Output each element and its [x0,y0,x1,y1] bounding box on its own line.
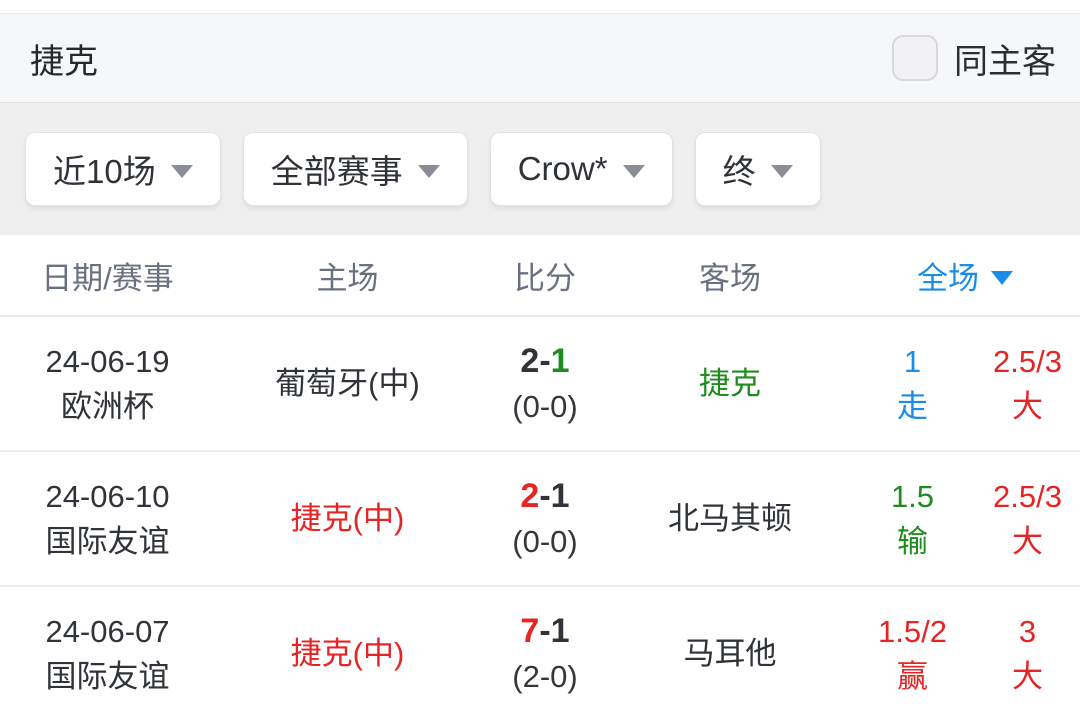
cell-away: 马耳他 [610,631,850,676]
checkbox-box-icon[interactable] [892,35,938,81]
away-goals: 1 [550,476,570,515]
cell-score: 2-1 (0-0) [480,339,610,429]
overunder-result: 大 [1012,523,1043,559]
score-separator: - [539,476,551,515]
half-time-score: (0-0) [512,523,578,559]
half-time-score: (0-0) [512,388,578,424]
date-text: 24-06-07 [45,613,170,649]
handicap-result: 赢 [897,658,928,694]
full-time-score: 7-1 [520,609,569,654]
home-goals: 7 [520,611,540,650]
date-text: 24-06-10 [45,478,170,514]
competition-text: 欧洲杯 [61,388,154,424]
dropdown-match-status[interactable]: 终 [694,132,821,206]
chevron-down-icon [991,271,1013,285]
table-row[interactable]: 24-06-07 国际友谊 捷克(中) 7-1 (2-0) 马耳他 1.5/2 … [0,587,1080,709]
cell-overunder: 2.5/3 大 [975,474,1080,564]
cell-home: 捷克(中) [215,631,480,676]
col-home-header: 主场 [316,260,379,296]
col-full-header-label: 全场 [917,260,979,296]
full-time-score: 2-1 [520,474,569,519]
cell-overunder: 3 大 [975,609,1080,699]
overunder-value: 3 [1018,613,1037,649]
table-row[interactable]: 24-06-19 欧洲杯 葡萄牙(中) 2-1 (0-0) 捷克 1 走 2.5… [0,317,1080,452]
cell-score: 2-1 (0-0) [480,474,610,564]
handicap-value: 1.5/2 [878,613,947,649]
cell-home: 葡萄牙(中) [215,361,480,406]
cell-overunder: 2.5/3 大 [975,339,1080,429]
home-team: 捷克(中) [290,501,405,536]
handicap-result: 输 [897,523,928,559]
cell-date: 24-06-19 欧洲杯 [0,339,215,429]
dropdown-recent-matches-label: 近10场 [53,153,156,190]
full-time-score: 2-1 [520,339,569,384]
cell-home: 捷克(中) [215,496,480,541]
dropdown-match-status-label: 终 [722,153,756,190]
dropdown-competition-label: 全部赛事 [270,153,403,190]
chevron-down-icon [417,165,440,178]
cell-handicap: 1.5/2 赢 [850,609,975,699]
overunder-value: 2.5/3 [993,343,1062,379]
overunder-result: 大 [1012,388,1043,424]
chevron-down-icon [770,165,793,178]
results-table-body: 24-06-19 欧洲杯 葡萄牙(中) 2-1 (0-0) 捷克 1 走 2.5… [0,317,1080,709]
cell-away: 捷克 [610,361,850,406]
cell-date: 24-06-10 国际友谊 [0,474,215,564]
dropdown-odds-company[interactable]: Crow* [489,132,673,206]
chevron-down-icon [170,165,193,178]
away-goals: 1 [550,611,570,650]
overunder-result: 大 [1012,658,1043,694]
filter-bar: 近10场 全部赛事 Crow* 终 [0,103,1080,235]
cell-date: 24-06-07 国际友谊 [0,609,215,699]
dropdown-competition[interactable]: 全部赛事 [242,132,468,206]
table-row[interactable]: 24-06-10 国际友谊 捷克(中) 2-1 (0-0) 北马其顿 1.5 输… [0,452,1080,587]
col-away-header: 客场 [699,260,761,296]
away-goals: 1 [550,341,570,380]
handicap-result: 走 [897,388,928,424]
cell-handicap: 1 走 [850,339,975,429]
checkbox-label: 同主客 [954,42,1056,81]
score-separator: - [539,611,551,650]
date-text: 24-06-19 [45,343,170,379]
overunder-value: 2.5/3 [993,478,1062,514]
home-goals: 2 [520,476,540,515]
same-venue-checkbox[interactable]: 同主客 [892,34,1056,83]
away-team: 捷克 [699,366,761,401]
cell-away: 北马其顿 [610,496,850,541]
cell-handicap: 1.5 输 [850,474,975,564]
col-date-header: 日期/赛事 [41,260,174,296]
dropdown-recent-matches[interactable]: 近10场 [25,132,221,206]
top-strip [0,0,1080,13]
table-header: 日期/赛事 主场 比分 客场 全场 [0,235,1080,317]
half-time-score: (2-0) [512,658,578,694]
competition-text: 国际友谊 [45,523,170,559]
home-team: 葡萄牙(中) [275,366,420,401]
dropdown-odds-company-label: Crow* [517,150,608,187]
score-separator: - [539,341,551,380]
col-full-header[interactable]: 全场 [850,253,1080,298]
away-team: 马耳他 [683,636,777,671]
home-goals: 2 [520,341,540,380]
cell-score: 7-1 (2-0) [480,609,610,699]
title-bar: 捷克 同主客 [0,13,1080,103]
col-score-header: 比分 [514,260,576,296]
away-team: 北马其顿 [668,501,792,536]
handicap-value: 1.5 [890,478,935,514]
chevron-down-icon [622,165,645,178]
team-title: 捷克 [30,42,98,81]
handicap-value: 1 [903,343,922,379]
home-team: 捷克(中) [290,636,405,671]
competition-text: 国际友谊 [45,658,170,694]
